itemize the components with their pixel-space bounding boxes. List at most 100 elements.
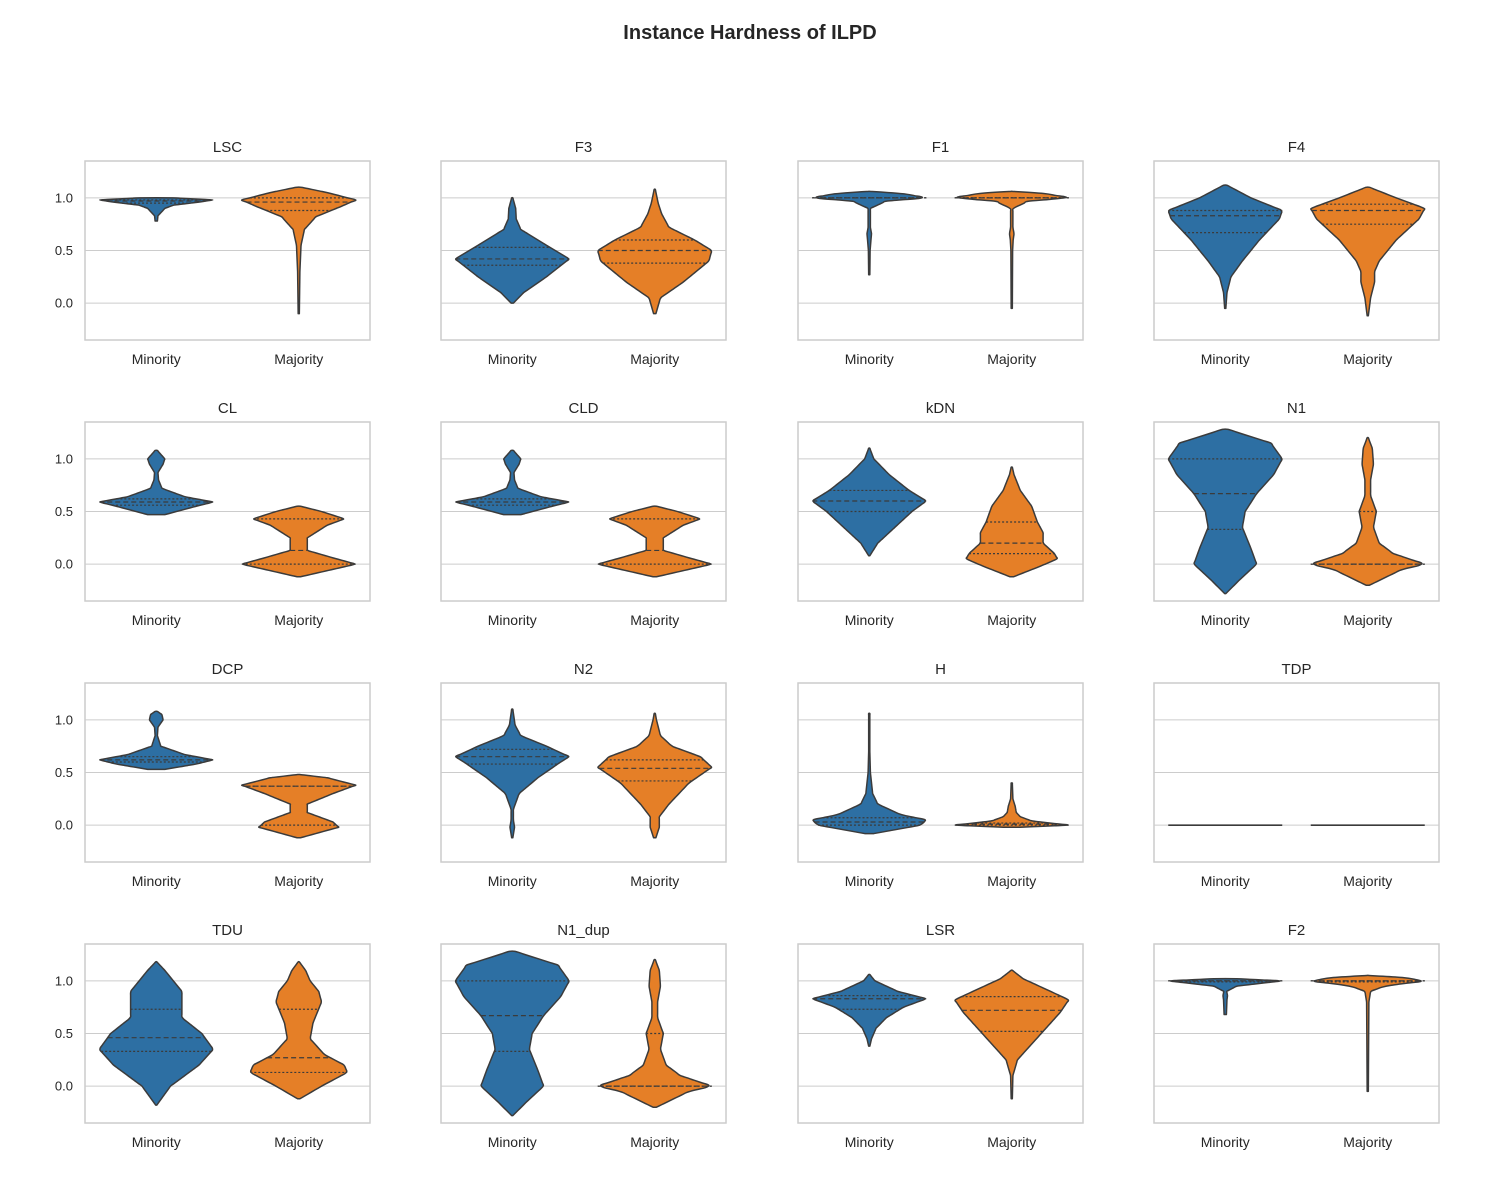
panel-tdp: TDP Minority Majority <box>1153 661 1440 889</box>
x-tick-label: Minority <box>488 873 537 889</box>
x-tick-label: Minority <box>1201 873 1250 889</box>
violin-body <box>597 712 713 839</box>
panel-cl: CL 0.0 0.5 1.0 Minority Majority <box>55 400 371 628</box>
axes-frame <box>1153 682 1440 863</box>
y-tick-label: 1.0 <box>55 190 73 205</box>
panel-title: F4 <box>1288 139 1306 156</box>
panel-title: N2 <box>574 661 593 678</box>
x-tick-label: Majority <box>630 1134 679 1150</box>
x-tick-label: Minority <box>488 351 537 367</box>
panel-lsc: LSC 0.0 0.5 1.0 Minority Majority <box>55 139 371 367</box>
violin-minority <box>1168 977 1283 1016</box>
violin-body <box>454 196 570 304</box>
violin-majority <box>597 188 713 315</box>
violin-majority <box>1310 436 1425 586</box>
panel-title: LSC <box>213 139 242 156</box>
y-tick-label: 1.0 <box>55 451 73 466</box>
violin-minority <box>99 710 214 771</box>
violin-body <box>99 449 213 516</box>
x-tick-label: Majority <box>987 873 1036 889</box>
violin-body <box>454 950 570 1117</box>
panel-n1-dup: N1_dup Minority Majority <box>440 922 727 1150</box>
panel-title: TDU <box>212 922 243 939</box>
panel-lsr: LSR Minority Majority <box>797 922 1084 1150</box>
violin-body <box>99 710 214 771</box>
violin-body <box>240 186 357 315</box>
panel-kdn: kDN Minority Majority <box>797 400 1084 628</box>
axes-frame <box>84 682 371 863</box>
panel-title: TDP <box>1282 661 1312 678</box>
x-tick-label: Majority <box>987 612 1036 628</box>
violin-body <box>954 969 1070 1100</box>
panel-f2: F2 Minority Majority <box>1153 922 1440 1150</box>
violin-majority <box>249 960 348 1100</box>
x-tick-label: Minority <box>1201 351 1250 367</box>
violin-body <box>956 190 1067 310</box>
panel-f1: F1 Minority Majority <box>797 139 1084 367</box>
x-tick-label: Minority <box>488 1134 537 1150</box>
x-tick-label: Minority <box>845 612 894 628</box>
y-tick-label: 0.0 <box>55 1079 73 1094</box>
panel-title: F1 <box>932 139 950 156</box>
x-tick-label: Minority <box>132 351 181 367</box>
axes-frame <box>797 943 1084 1124</box>
x-tick-label: Minority <box>1201 1134 1250 1150</box>
panel-title: kDN <box>926 400 955 417</box>
y-tick-label: 1.0 <box>55 712 73 727</box>
panel-title: CL <box>218 400 237 417</box>
violin-minority <box>812 973 927 1047</box>
violin-minority <box>455 449 570 516</box>
axes-frame <box>797 160 1084 341</box>
x-tick-label: Minority <box>132 1134 181 1150</box>
violin-body <box>1310 186 1426 317</box>
axes-frame <box>440 943 727 1124</box>
y-tick-label: 1.0 <box>55 973 73 988</box>
panel-h: H Minority Majority <box>797 661 1084 889</box>
violin-body <box>242 505 356 578</box>
violin-body <box>249 960 348 1100</box>
x-tick-label: Majority <box>630 873 679 889</box>
panel-title: N1 <box>1287 400 1306 417</box>
violin-minority <box>812 712 927 835</box>
violin-body <box>598 505 712 578</box>
x-tick-label: Minority <box>1201 612 1250 628</box>
violin-majority <box>1310 186 1426 317</box>
panel-title: DCP <box>212 661 244 678</box>
violin-body <box>597 188 713 315</box>
axes-frame <box>797 421 1084 602</box>
y-tick-label: 0.5 <box>55 1026 73 1041</box>
panel-title: CLD <box>568 400 598 417</box>
x-tick-label: Majority <box>1343 351 1392 367</box>
violin-body <box>1313 974 1422 1093</box>
panel-grid: LSC 0.0 0.5 1.0 Minority Majority F3 Minority Ma… <box>55 139 1440 1150</box>
x-tick-label: Majority <box>274 1134 323 1150</box>
x-tick-label: Majority <box>1343 873 1392 889</box>
violin-body <box>455 449 569 516</box>
x-tick-label: Majority <box>274 612 323 628</box>
violin-body <box>812 447 927 557</box>
panel-title: N1_dup <box>557 922 610 939</box>
violin-minority <box>99 197 214 222</box>
violin-body <box>1167 184 1283 310</box>
violin-minority <box>812 190 927 276</box>
violin-majority <box>954 969 1070 1100</box>
panel-title: F2 <box>1288 922 1306 939</box>
violin-majority <box>597 712 713 839</box>
violin-minority <box>99 449 214 516</box>
violin-majority <box>240 186 357 315</box>
violin-minority <box>1167 184 1283 310</box>
x-tick-label: Minority <box>488 612 537 628</box>
axes-frame <box>1153 943 1440 1124</box>
violin-minority <box>455 708 570 839</box>
violin-majority <box>965 466 1058 578</box>
x-tick-label: Majority <box>274 351 323 367</box>
y-tick-label: 0.0 <box>55 818 73 833</box>
violin-body <box>240 773 357 839</box>
axes-frame <box>84 160 371 341</box>
x-tick-label: Majority <box>1343 1134 1392 1150</box>
figure-title: Instance Hardness of ILPD <box>623 22 876 44</box>
x-tick-label: Minority <box>845 1134 894 1150</box>
panel-cld: CLD Minority Majority <box>440 400 727 628</box>
violin-majority <box>954 782 1069 828</box>
